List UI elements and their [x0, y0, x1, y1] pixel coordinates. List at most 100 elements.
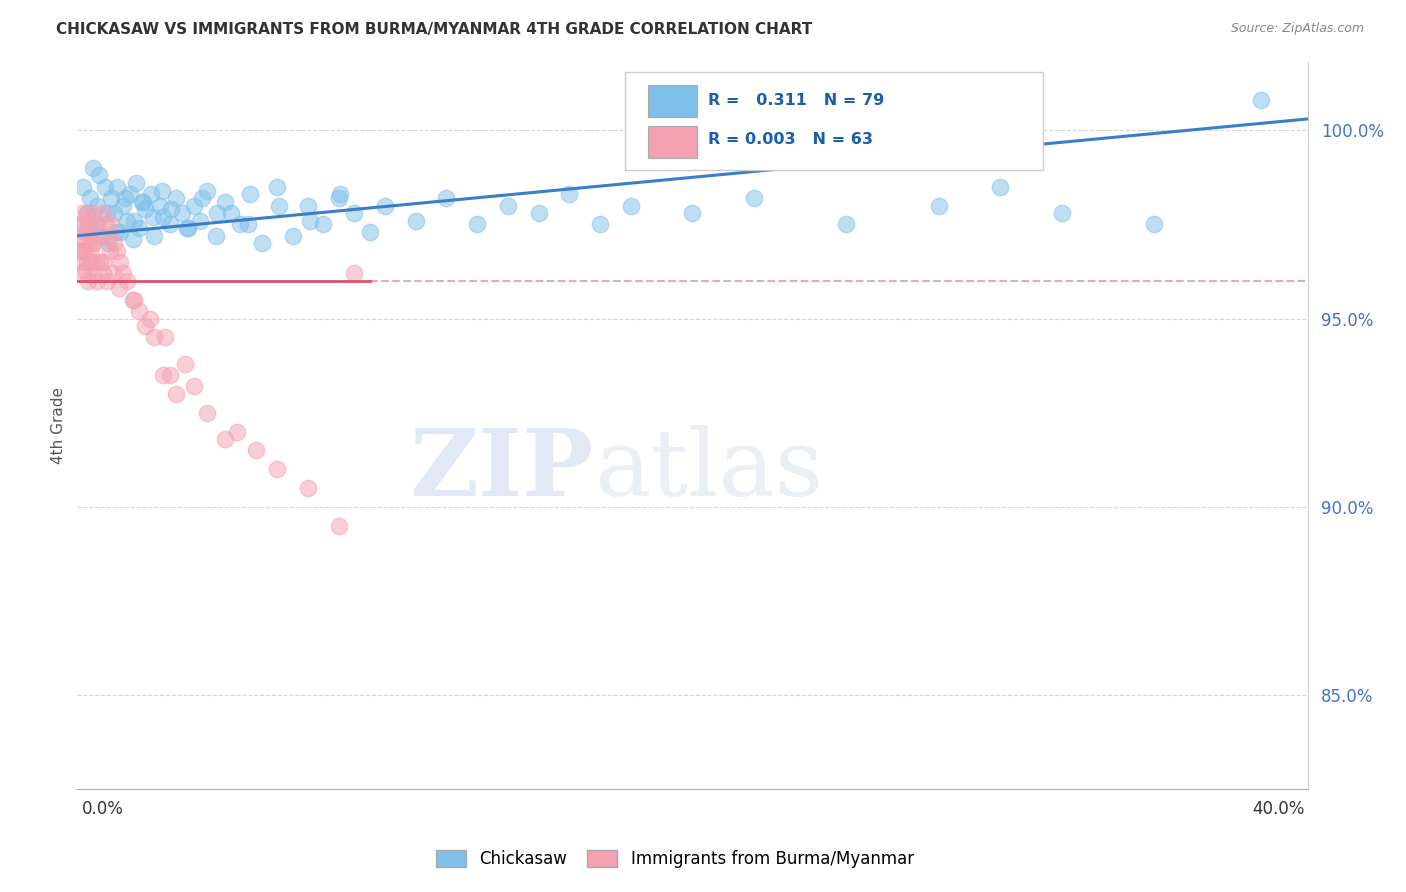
Point — [96, 274, 118, 288]
Point — [118, 187, 141, 202]
Point — [152, 210, 174, 224]
Point — [405, 213, 427, 227]
Point — [183, 379, 205, 393]
Point — [134, 319, 156, 334]
Point — [988, 179, 1011, 194]
Point — [100, 191, 122, 205]
Point — [87, 169, 110, 183]
Point — [329, 187, 352, 202]
Point — [77, 218, 100, 232]
Point — [114, 191, 136, 205]
Point — [436, 191, 458, 205]
Point — [143, 228, 166, 243]
Point — [110, 255, 132, 269]
Point — [69, 228, 91, 243]
Point — [82, 206, 104, 220]
Point — [214, 432, 236, 446]
Point — [112, 266, 135, 280]
Point — [174, 357, 197, 371]
Text: 0.0%: 0.0% — [82, 799, 124, 817]
FancyBboxPatch shape — [648, 126, 697, 158]
Point — [103, 206, 125, 220]
Point — [176, 221, 198, 235]
Point — [122, 293, 145, 307]
Point — [343, 206, 366, 220]
Point — [281, 228, 304, 243]
Point — [1250, 93, 1272, 107]
Point — [83, 266, 105, 280]
Point — [77, 274, 100, 288]
Point — [620, 198, 643, 212]
Point — [298, 213, 321, 227]
Point — [191, 191, 214, 205]
Point — [115, 213, 138, 227]
Point — [80, 255, 103, 269]
Point — [75, 225, 97, 239]
Point — [141, 187, 163, 202]
Point — [97, 236, 120, 251]
Point — [112, 198, 135, 212]
Point — [76, 255, 98, 269]
Point — [82, 161, 104, 175]
Point — [77, 218, 100, 232]
Point — [79, 244, 101, 258]
Point — [82, 236, 104, 251]
Text: CHICKASAW VS IMMIGRANTS FROM BURMA/MYANMAR 4TH GRADE CORRELATION CHART: CHICKASAW VS IMMIGRANTS FROM BURMA/MYANM… — [56, 22, 813, 37]
Point — [328, 518, 350, 533]
Point — [132, 194, 155, 209]
Point — [496, 198, 519, 212]
Point — [159, 368, 181, 382]
Point — [125, 176, 148, 190]
Point — [297, 481, 319, 495]
Point — [84, 218, 107, 232]
FancyBboxPatch shape — [648, 86, 697, 118]
Point — [73, 244, 96, 258]
Point — [297, 198, 319, 212]
Point — [226, 425, 249, 439]
Point — [84, 218, 107, 232]
Point — [159, 218, 181, 232]
Point — [97, 228, 120, 243]
Point — [100, 218, 122, 232]
Point — [90, 228, 114, 243]
Point — [94, 179, 117, 194]
Point — [143, 330, 166, 344]
Point — [374, 198, 396, 212]
Point — [69, 244, 91, 258]
Point — [589, 218, 612, 232]
Point — [73, 262, 96, 277]
Point — [742, 191, 765, 205]
Point — [72, 266, 94, 280]
Point — [89, 255, 111, 269]
Point — [96, 206, 118, 220]
Point — [170, 206, 193, 220]
Text: ZIP: ZIP — [409, 425, 595, 515]
Y-axis label: 4th Grade: 4th Grade — [51, 387, 66, 465]
Point — [204, 228, 226, 243]
Point — [110, 225, 132, 239]
Point — [121, 293, 143, 307]
Point — [465, 218, 488, 232]
Point — [195, 406, 218, 420]
Point — [105, 179, 128, 194]
Point — [165, 191, 187, 205]
Point — [76, 206, 98, 220]
Point — [121, 232, 143, 246]
Point — [108, 281, 131, 295]
Point — [86, 255, 108, 269]
Point — [219, 206, 242, 220]
Point — [312, 218, 335, 232]
Point — [86, 274, 108, 288]
Point — [128, 304, 150, 318]
Point — [87, 228, 110, 243]
Point — [138, 311, 160, 326]
Text: Source: ZipAtlas.com: Source: ZipAtlas.com — [1230, 22, 1364, 36]
Point — [67, 218, 90, 232]
Point — [245, 443, 267, 458]
Point — [266, 179, 288, 194]
FancyBboxPatch shape — [624, 72, 1043, 170]
Point — [207, 206, 229, 220]
Point — [150, 184, 173, 198]
Point — [73, 218, 96, 232]
Point — [527, 206, 550, 220]
